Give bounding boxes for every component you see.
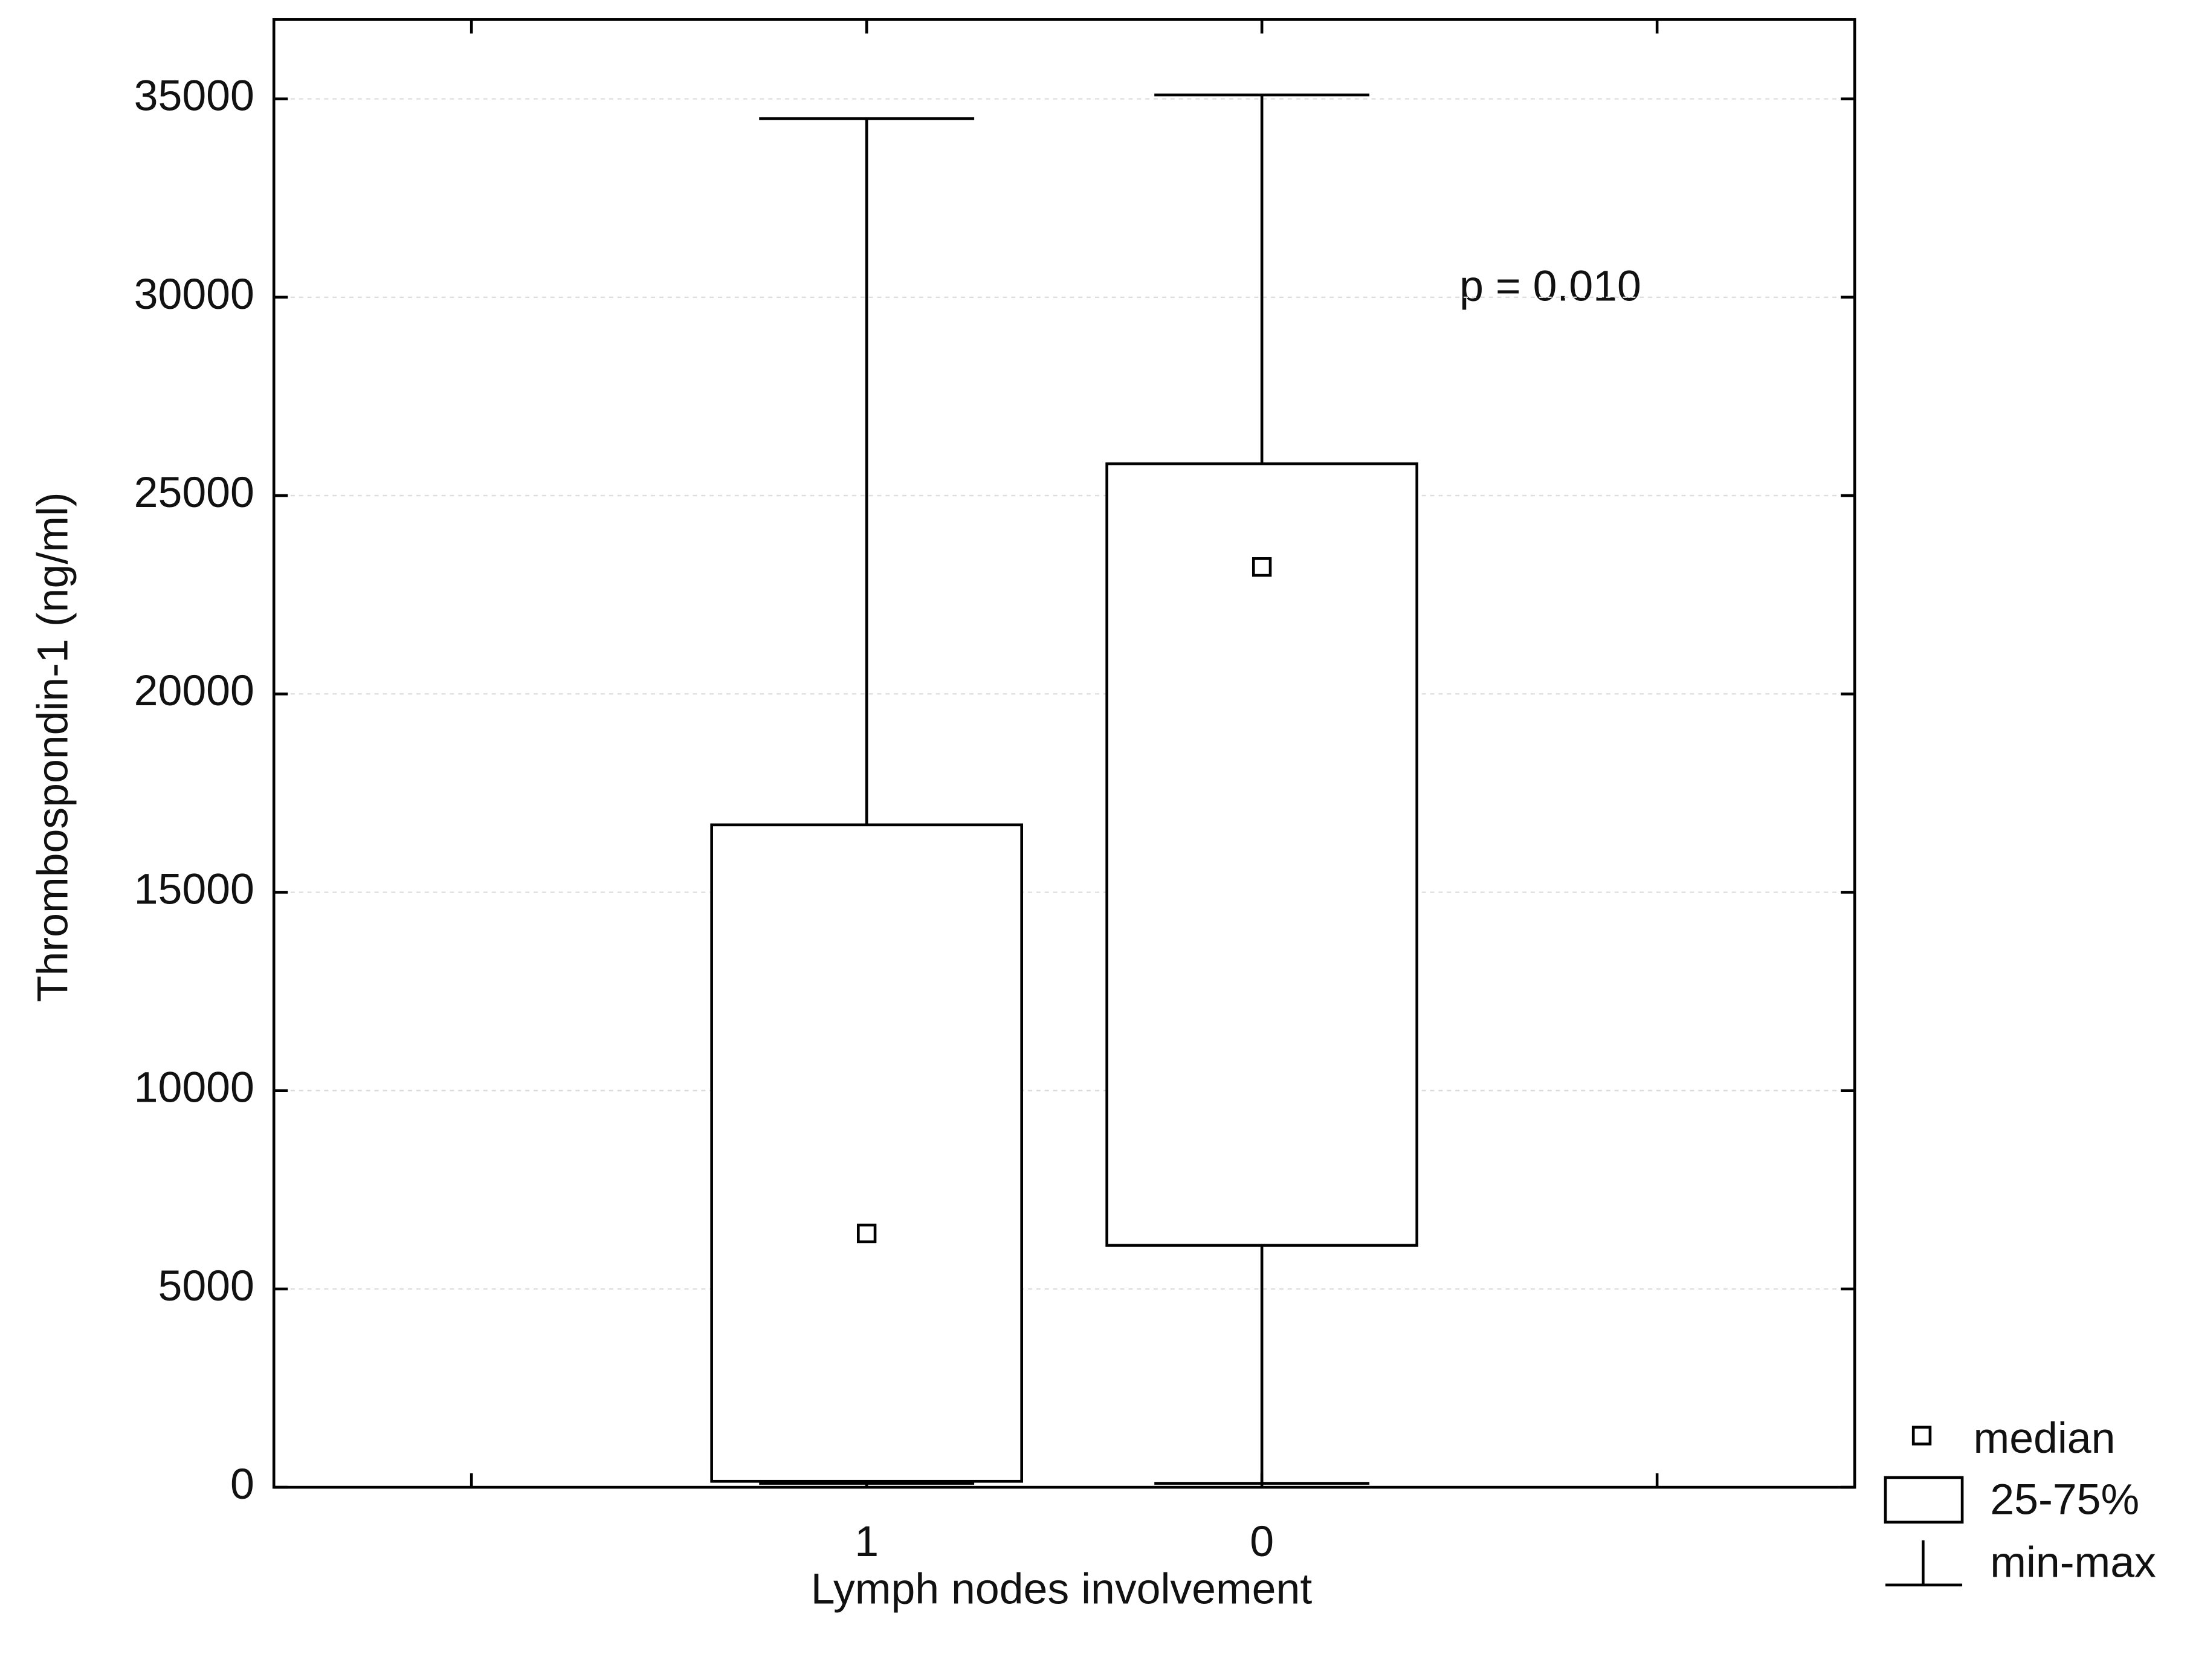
x-tick-label: 0 xyxy=(1250,1517,1274,1566)
y-tick-label: 15000 xyxy=(134,865,254,913)
legend-label: 25-75% xyxy=(1990,1475,2139,1523)
plot-frame xyxy=(272,18,1856,1489)
y-tick-label: 30000 xyxy=(134,270,254,318)
y-tick-label: 5000 xyxy=(158,1262,254,1310)
y-tick-label: 20000 xyxy=(134,667,254,715)
y-axis-label: Thrombospondin-1 (ng/ml) xyxy=(29,492,77,1002)
box xyxy=(1105,462,1418,1247)
legend-label: min-max xyxy=(1990,1538,2156,1586)
annotation: p = 0.010 xyxy=(1459,262,1641,310)
legend-median-symbol xyxy=(1911,1426,1932,1446)
legend: median 25-75% min-max xyxy=(1884,1414,2156,1586)
y-tick-label: 10000 xyxy=(134,1064,254,1112)
x-axis-label: Lymph nodes involvement xyxy=(811,1565,1313,1613)
y-tick-label: 0 xyxy=(230,1460,254,1508)
legend-box-symbol xyxy=(1884,1476,1964,1524)
box xyxy=(710,823,1023,1483)
x-tick-label: 1 xyxy=(854,1517,879,1566)
y-tick-label: 35000 xyxy=(134,72,254,120)
median-marker xyxy=(856,1223,877,1244)
y-tick-label: 25000 xyxy=(134,468,254,517)
legend-label: median xyxy=(1974,1414,2116,1462)
median-marker xyxy=(1252,557,1272,577)
